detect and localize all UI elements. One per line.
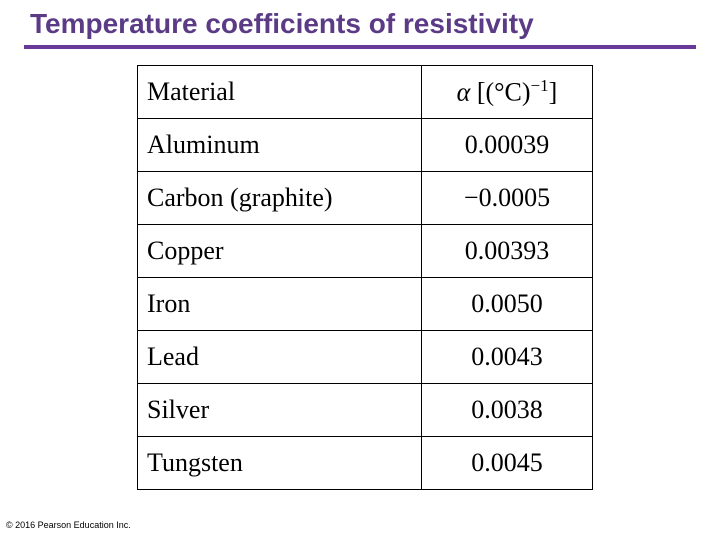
title-divider (24, 45, 696, 49)
material-cell: Silver (137, 383, 422, 437)
material-cell: Carbon (graphite) (137, 171, 422, 225)
alpha-cell: 0.0043 (421, 330, 593, 384)
alpha-symbol: α (456, 77, 471, 107)
alpha-cell: 0.0038 (421, 383, 593, 437)
table-row: Tungsten 0.0045 (137, 436, 593, 490)
alpha-units-prefix: [(°C) (470, 77, 531, 107)
table-row: Silver 0.0038 (137, 383, 593, 437)
material-cell: Lead (137, 330, 422, 384)
alpha-units-suffix: ] (548, 77, 558, 107)
material-cell: Aluminum (137, 118, 422, 172)
alpha-units-exponent: −1 (530, 76, 549, 96)
alpha-cell: 0.00039 (421, 118, 593, 172)
material-column-header: Material (137, 65, 422, 119)
material-cell: Tungsten (137, 436, 422, 490)
slide-title: Temperature coefficients of resistivity (30, 8, 534, 39)
table-row: Iron 0.0050 (137, 277, 593, 331)
table-row: Aluminum 0.00039 (137, 118, 593, 172)
alpha-cell: −0.0005 (421, 171, 593, 225)
table-row: Lead 0.0043 (137, 330, 593, 384)
table-row: Carbon (graphite) −0.0005 (137, 171, 593, 225)
alpha-cell: 0.00393 (421, 224, 593, 278)
table-row: Copper 0.00393 (137, 224, 593, 278)
alpha-cell: 0.0045 (421, 436, 593, 490)
table-header-row: Material α [(°C)−1] (137, 65, 593, 119)
alpha-cell: 0.0050 (421, 277, 593, 331)
material-cell: Iron (137, 277, 422, 331)
material-cell: Copper (137, 224, 422, 278)
resistivity-coefficient-table: Material α [(°C)−1] Aluminum 0.00039 Car… (137, 65, 593, 490)
copyright-notice: © 2016 Pearson Education Inc. (6, 520, 131, 530)
alpha-column-header: α [(°C)−1] (421, 65, 593, 119)
